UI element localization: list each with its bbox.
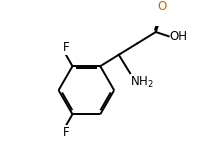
- Text: F: F: [63, 126, 69, 139]
- Text: NH$_2$: NH$_2$: [130, 75, 154, 90]
- Text: O: O: [157, 0, 167, 13]
- Text: OH: OH: [169, 30, 187, 43]
- Text: F: F: [63, 41, 69, 54]
